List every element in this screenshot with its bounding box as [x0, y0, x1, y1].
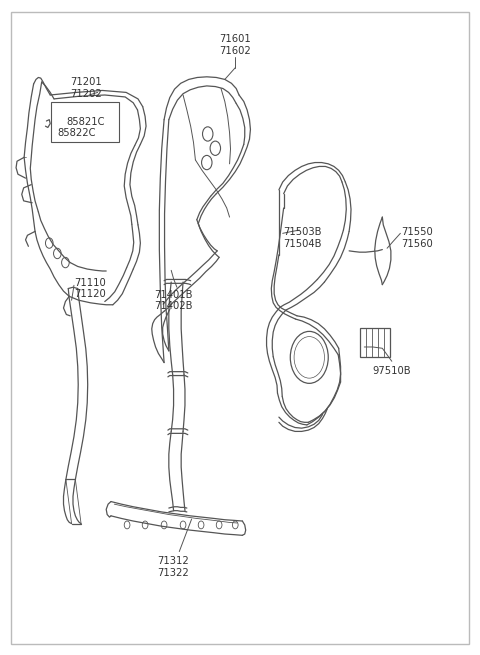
Text: 71201
71202: 71201 71202 — [70, 77, 102, 99]
Text: 71550
71560: 71550 71560 — [401, 227, 433, 249]
Text: 97510B: 97510B — [372, 366, 411, 377]
Text: 71110
71120: 71110 71120 — [74, 278, 106, 299]
Text: 85821C: 85821C — [66, 117, 104, 126]
Text: 71601
71602: 71601 71602 — [219, 35, 251, 56]
Text: 71503B
71504B: 71503B 71504B — [283, 227, 321, 249]
Bar — [360, 328, 390, 357]
Text: 71401B
71402B: 71401B 71402B — [155, 290, 193, 311]
Text: 71312
71322: 71312 71322 — [157, 556, 189, 578]
Text: 85822C: 85822C — [57, 128, 96, 138]
